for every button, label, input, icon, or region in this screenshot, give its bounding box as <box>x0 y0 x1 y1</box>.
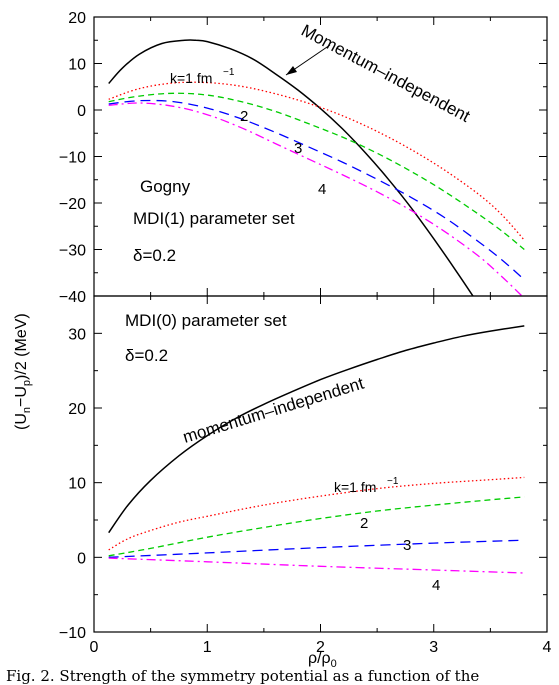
bottom-annot-k1: k=1 fm <box>334 479 376 495</box>
top-ytick-label: −20 <box>59 196 86 213</box>
top-ytick-label: 0 <box>77 103 86 120</box>
bottom-series-line-0 <box>108 325 525 534</box>
top-panel: 20 10 0 −10 −20 −30 −40 Momentum–independent k… <box>59 10 548 306</box>
bottom-series-group <box>108 325 525 574</box>
top-annot-k1-exp: −1 <box>223 67 235 78</box>
top-series-line-4 <box>108 102 523 296</box>
bottom-annot-3: 3 <box>403 537 411 554</box>
top-ytick-label: 20 <box>68 10 86 27</box>
top-ytick-label: −30 <box>59 243 86 260</box>
top-annot-parameter-set: MDI(1) parameter set <box>133 209 295 228</box>
bottom-series-line-1 <box>108 476 525 551</box>
bottom-annot-2: 2 <box>360 515 368 532</box>
bottom-series-line-3 <box>108 539 525 558</box>
top-ytick-label: −40 <box>59 289 86 306</box>
top-series-line-2 <box>108 92 525 250</box>
top-annot-4: 4 <box>318 181 326 198</box>
bottom-xtick-label: 1 <box>203 639 212 656</box>
bottom-series-line-4 <box>108 557 525 574</box>
top-series-line-0 <box>108 39 474 296</box>
top-ytick-label: −10 <box>59 150 86 167</box>
top-annot-k1: k=1 fm <box>170 70 212 86</box>
top-annot-delta: δ=0.2 <box>133 246 176 265</box>
bottom-annot-parameter-set: MDI(0) parameter set <box>125 311 287 330</box>
top-annot-gogny: Gogny <box>140 177 191 196</box>
bottom-xtick-label: 2 <box>316 639 325 656</box>
bottom-ytick-label: 10 <box>68 476 86 493</box>
y-axis-title: (Un−Up)/2 (MeV) <box>13 313 33 430</box>
bottom-xtick-label: 4 <box>543 639 552 656</box>
bottom-annot-delta: δ=0.2 <box>125 346 168 365</box>
top-annot-2: 2 <box>240 108 248 125</box>
bottom-ytick-label: −10 <box>59 625 86 642</box>
top-series-group <box>108 39 525 296</box>
bottom-ytick-label: 30 <box>68 326 86 343</box>
x-axis-title: ρ/ρ0 <box>308 650 337 670</box>
arrow-head <box>286 66 297 75</box>
bottom-annot-k1-exp: −1 <box>387 476 399 487</box>
bottom-annot-momentum-independent: momentum–independent <box>181 374 367 447</box>
figure-caption: Fig. 2. Strength of the symmetry potenti… <box>6 668 480 685</box>
bottom-annot-4: 4 <box>432 577 440 594</box>
bottom-xtick-label: 0 <box>90 639 99 656</box>
top-ytick-label: 10 <box>68 57 86 74</box>
top-series-line-3 <box>108 99 525 281</box>
bottom-ytick-label: 0 <box>77 550 86 567</box>
bottom-ytick-label: 20 <box>68 401 86 418</box>
top-annot-3: 3 <box>294 140 302 157</box>
bottom-series-line-2 <box>108 496 525 557</box>
top-annot-momentum-independent: Momentum–independent <box>298 21 473 126</box>
bottom-xtick-label: 3 <box>429 639 438 656</box>
